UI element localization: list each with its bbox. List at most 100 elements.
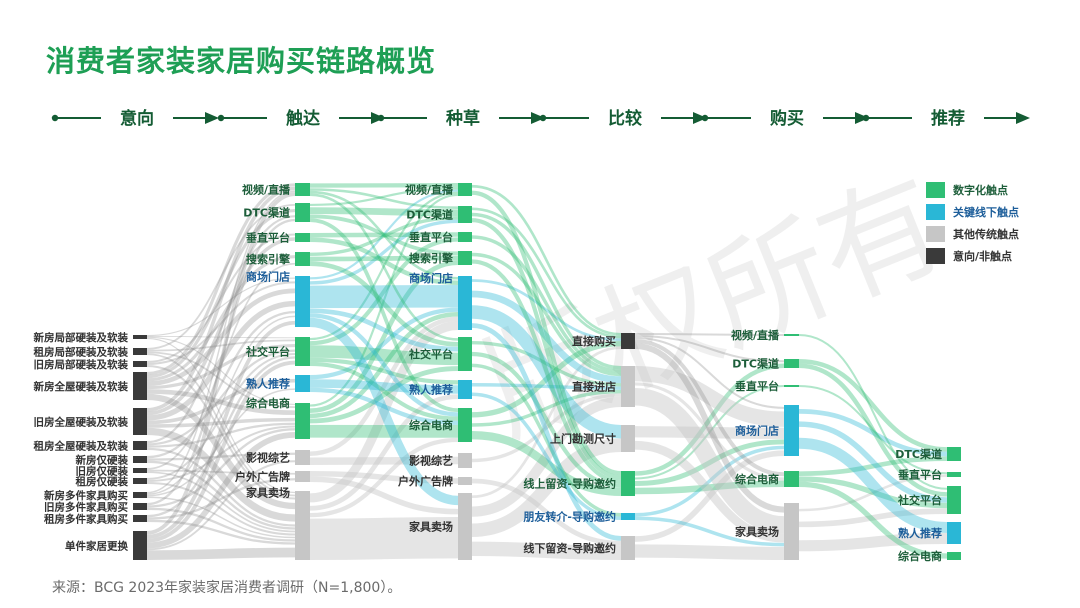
flow-link xyxy=(471,323,622,541)
flow-link xyxy=(471,478,622,546)
flow-link xyxy=(309,471,459,484)
flow-link xyxy=(798,334,948,490)
node-bar xyxy=(458,453,472,468)
node-label: 垂直平台 xyxy=(735,379,779,393)
flow-link xyxy=(146,353,296,497)
flow-link xyxy=(309,317,459,506)
flow-link xyxy=(471,305,622,439)
node-bar xyxy=(947,486,961,514)
flow-link xyxy=(146,460,296,530)
node-bar xyxy=(295,276,310,327)
node-bar xyxy=(621,471,635,496)
node-label: DTC渠道 xyxy=(895,447,942,461)
flow-link xyxy=(798,359,948,452)
flow-link xyxy=(634,337,785,409)
node-label: 搜索引擎 xyxy=(246,252,290,266)
flow-link xyxy=(634,387,785,534)
flow-link xyxy=(146,460,296,551)
flow-link xyxy=(146,452,296,461)
flow-link xyxy=(634,426,785,439)
flow-link xyxy=(309,237,459,285)
flow-link xyxy=(309,232,459,238)
flow-link xyxy=(634,544,785,560)
node-label: 新房全屋硬装及软装 xyxy=(34,380,129,393)
flow-link xyxy=(309,255,459,262)
flow-link xyxy=(798,508,948,528)
flow-link xyxy=(146,356,296,518)
stage-label: 购买 xyxy=(770,108,804,129)
flow-link xyxy=(634,333,785,336)
flow-link xyxy=(798,476,948,509)
node-bar xyxy=(133,515,147,522)
node-bar xyxy=(295,233,310,242)
flow-link xyxy=(471,346,622,499)
node-bar xyxy=(947,552,961,560)
flow-link xyxy=(309,308,459,352)
node-label: 旧房局部硬装及软装 xyxy=(34,358,129,371)
flow-link xyxy=(471,218,622,480)
flow-link xyxy=(309,237,459,346)
node-label: 熟人推荐 xyxy=(409,383,453,397)
node-label: 综合电商 xyxy=(898,549,942,563)
node-label: 新房局部硬装及软装 xyxy=(34,331,129,344)
node-bar xyxy=(458,276,472,330)
flow-link xyxy=(309,191,459,341)
flow-link xyxy=(634,339,785,477)
node-label: 影视综艺 xyxy=(246,451,290,465)
node-label: DTC渠道 xyxy=(406,208,453,222)
flow-link xyxy=(146,507,296,542)
node-bar xyxy=(621,425,635,452)
flow-link xyxy=(309,193,459,407)
flow-link xyxy=(309,437,459,518)
flow-link xyxy=(309,307,459,380)
flow-link xyxy=(146,393,296,510)
flow-link xyxy=(146,335,296,339)
node-label: 视频/直播 xyxy=(731,328,780,342)
flow-link xyxy=(146,519,296,545)
node-label: 社交平台 xyxy=(408,347,453,361)
flow-link xyxy=(798,481,948,559)
node-bar xyxy=(458,380,472,399)
flow-link xyxy=(471,396,622,517)
flow-link xyxy=(146,281,296,365)
flow-link xyxy=(471,290,622,384)
flow-link xyxy=(309,285,459,309)
flow-link xyxy=(471,431,622,496)
flow-link xyxy=(146,389,296,416)
flow-link xyxy=(146,186,296,412)
legend-label: 意向/非触点 xyxy=(953,249,1012,263)
node-label: 单件家居更换 xyxy=(65,540,128,553)
flow-link xyxy=(146,351,296,409)
flow-link xyxy=(146,183,296,376)
node-label: 熟人推荐 xyxy=(246,377,290,391)
flow-link xyxy=(798,409,948,457)
legend-label: 数字化触点 xyxy=(953,183,1008,197)
node-bar xyxy=(295,183,310,196)
flow-link xyxy=(471,392,622,520)
stage-label: 种草 xyxy=(445,108,480,129)
flow-link xyxy=(146,237,296,416)
node-bar xyxy=(295,203,310,222)
flow-link xyxy=(146,339,296,352)
flow-link xyxy=(309,190,459,280)
flow-link xyxy=(146,471,296,533)
flow-link xyxy=(798,456,948,477)
node-label: 视频/直播 xyxy=(405,183,454,197)
node-label: DTC渠道 xyxy=(732,357,779,371)
stage-label: 推荐 xyxy=(931,108,965,129)
stage-arrow-icon xyxy=(693,112,707,124)
flow-link xyxy=(309,312,459,419)
legend-label: 其他传统触点 xyxy=(953,227,1019,241)
flow-link xyxy=(471,279,622,342)
flow-link xyxy=(471,259,622,484)
node-label: 商场门店 xyxy=(409,271,453,285)
node-bar xyxy=(621,536,635,560)
flow-link xyxy=(309,219,459,285)
flow-link xyxy=(146,478,296,520)
node-bar xyxy=(133,531,147,560)
flow-link xyxy=(634,335,785,363)
flow-link xyxy=(471,207,622,339)
node-label: 综合电商 xyxy=(735,472,779,486)
node-bar xyxy=(784,359,799,368)
node-bar xyxy=(295,252,310,266)
